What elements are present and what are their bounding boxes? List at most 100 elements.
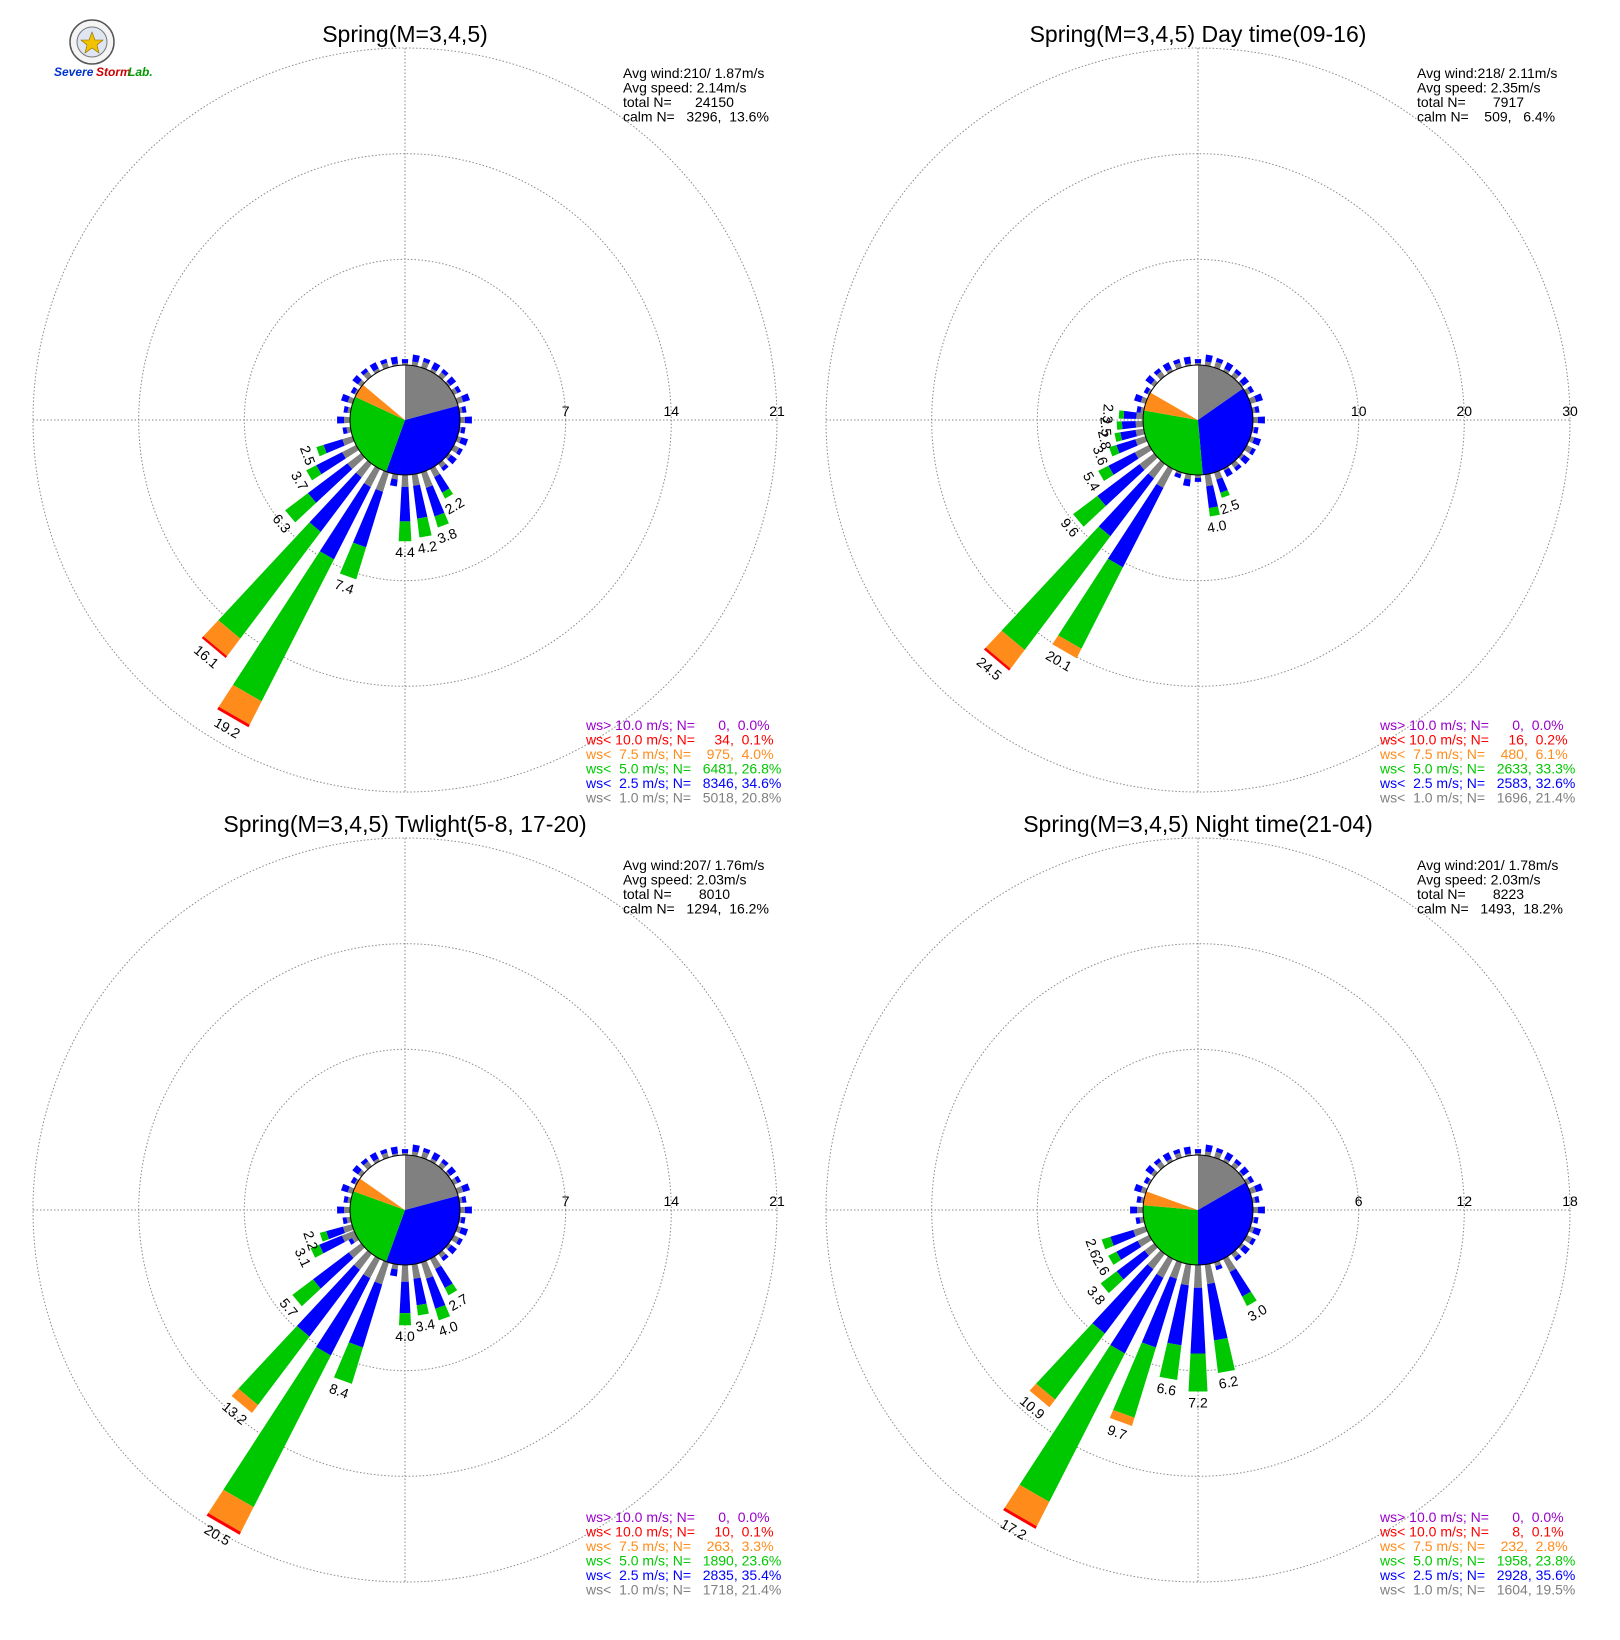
direction-bar-segment (1147, 1250, 1165, 1270)
minor-bar-segment (1136, 406, 1142, 413)
minor-bar-segment (461, 406, 467, 413)
minor-bar-segment (379, 358, 388, 365)
minor-bar-segment (391, 473, 399, 480)
direction-bar-segment (399, 1281, 411, 1314)
direction-bar-segment (1052, 635, 1082, 659)
minor-bar-segment (1254, 393, 1264, 403)
minor-bar-segment (1147, 1178, 1152, 1186)
minor-bar-segment (1247, 1175, 1255, 1184)
direction-bar-segment (1001, 526, 1111, 650)
ring-label: 30 (1562, 403, 1578, 419)
minor-bar-segment (1143, 386, 1151, 395)
minor-bar-segment (1215, 1147, 1224, 1154)
minor-bar-segment (1215, 1264, 1223, 1271)
direction-bar-segment (1167, 1283, 1189, 1346)
direction-bar-segment (1092, 1264, 1154, 1334)
direction-bar-segment (1098, 465, 1114, 482)
direction-bar-segment (316, 452, 346, 475)
minor-bar-segment (1254, 406, 1260, 413)
calm-circle-outline (1142, 1154, 1254, 1266)
wind-rose-panel-3: Spring(M=3,4,5) Twlight(5-8, 17-20) 7 14 21… (32, 811, 785, 1598)
minor-bar-segment (461, 393, 471, 403)
stat-line: calm N= 1493, 18.2% (1417, 901, 1563, 917)
direction-bar-segment (1097, 464, 1145, 506)
minor-bar-segment (1143, 1176, 1151, 1185)
legend-entry: ws> 10.0 m/s; N= 0, 0.0% (1379, 1509, 1564, 1525)
stat-line: Avg speed: 2.14m/s (623, 80, 746, 96)
minor-bar-segment (1238, 1243, 1245, 1250)
minor-bar-segment (1231, 460, 1239, 468)
severe-storm-lab-logo: Severe Storm Lab. (54, 19, 153, 79)
bar-value-label: 2.6 (1082, 1236, 1104, 1260)
bar-value-label: 4.0 (1206, 517, 1228, 536)
minor-bar-segment (1145, 1164, 1155, 1175)
legend-entry: ws< 5.0 m/s; N= 6481, 26.8% (585, 761, 781, 777)
bar-value-label: 2.5 (1218, 496, 1242, 518)
minor-bar-segment (421, 1151, 429, 1160)
direction-bar-segment (341, 1230, 357, 1242)
minor-bar-segment (401, 359, 409, 364)
direction-bar-segment (413, 1277, 427, 1306)
stat-line: calm N= 1294, 16.2% (623, 901, 769, 917)
direction-bar-segment (363, 1256, 381, 1279)
direction-bar-segment (435, 1265, 453, 1289)
direction-bar-segment (1207, 1282, 1228, 1341)
stat-line: Avg speed: 2.35m/s (1417, 80, 1540, 96)
direction-bar-segment (1242, 1291, 1257, 1307)
minor-bar-segment (1162, 362, 1172, 372)
direction-bar-segment (1116, 421, 1123, 430)
minor-bar-segment (1231, 1162, 1239, 1170)
minor-bar-segment (357, 1169, 365, 1177)
calm-circle-outline (349, 1154, 461, 1266)
minor-bar-segment (1234, 1253, 1242, 1262)
direction-bar-segment (1135, 436, 1148, 446)
direction-bar-segment (1135, 420, 1144, 428)
minor-bar-segment (1174, 472, 1182, 479)
minor-bar-segment (1239, 376, 1250, 386)
minor-bar-segment (1222, 1158, 1230, 1164)
stat-line: Avg speed: 2.03m/s (623, 872, 746, 888)
direction-bar-segment (352, 489, 384, 548)
direction-bar-segment (1120, 429, 1137, 441)
direction-bar-segment (319, 483, 371, 560)
minor-bar-segment (1183, 356, 1192, 365)
panel-title: Spring(M=3,4,5) (322, 21, 488, 47)
direction-bar-segment (1133, 1226, 1148, 1237)
minor-bar-segment (354, 1178, 359, 1186)
minor-bar-segment (456, 1237, 463, 1246)
minor-bar-segment (438, 460, 446, 468)
minor-bar-segment (1162, 1152, 1172, 1162)
calm-pie-slice (1198, 365, 1244, 420)
direction-bar-segment (1109, 1410, 1135, 1426)
direction-bar-segment (425, 485, 445, 517)
legend-entry: ws< 1.0 m/s; N= 1696, 21.4% (1379, 790, 1575, 806)
direction-bar-segment (985, 630, 1025, 669)
direction-bar-segment (1229, 1268, 1251, 1297)
minor-bar-segment (1153, 1158, 1162, 1166)
stat-line: total N= 8010 (623, 886, 730, 902)
direction-bar-segment (323, 439, 345, 454)
minor-bar-segment (1147, 388, 1152, 396)
legend-entry: ws< 2.5 m/s; N= 8346, 34.6% (585, 775, 781, 791)
minor-bar-segment (1145, 374, 1155, 385)
minor-bar-segment (1135, 1217, 1141, 1225)
bar-value-label: 4.4 (395, 544, 415, 560)
minor-bar-segment (412, 354, 420, 363)
direction-bar-segment (1116, 1240, 1142, 1260)
bar-value-label: 9.7 (1105, 1421, 1129, 1443)
direction-bar-segment (1116, 439, 1138, 454)
direction-bar-segment (348, 1281, 383, 1348)
minor-bar-segment (412, 1144, 420, 1153)
direction-bar-segment (1107, 483, 1164, 568)
minor-bar-segment (1130, 1206, 1138, 1214)
minor-bar-segment (1222, 368, 1230, 374)
calm-pie-slice (350, 1191, 405, 1262)
direction-bar-segment (306, 465, 322, 481)
ring-label: 12 (1457, 1193, 1473, 1209)
stat-line: calm N= 509, 6.4% (1417, 109, 1555, 125)
ring-label: 14 (664, 1193, 680, 1209)
panel-title: Spring(M=3,4,5) Twlight(5-8, 17-20) (223, 811, 586, 837)
minor-bar-segment (1248, 396, 1257, 404)
minor-bar-segment (455, 396, 464, 404)
direction-bar-segment (442, 488, 454, 499)
